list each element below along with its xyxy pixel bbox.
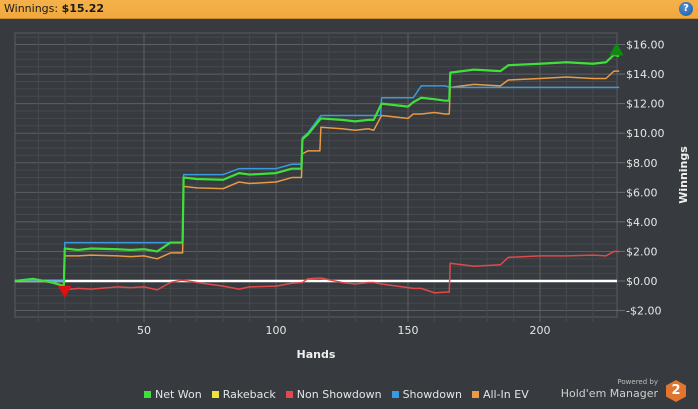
series-all-in-ev[interactable]: [14, 70, 620, 287]
min-marker-icon: [57, 285, 72, 298]
y-tick-label: $8.00: [626, 157, 658, 170]
y-tick-label: $0.00: [626, 275, 658, 288]
legend-item-non-showdown[interactable]: Non Showdown: [285, 388, 382, 401]
y-axis-title: Winnings: [677, 146, 690, 204]
legend-label: Rakeback: [222, 388, 276, 401]
hm2-logo-icon: 2: [666, 380, 686, 402]
help-icon[interactable]: ?: [679, 2, 693, 16]
powered-by-text: Powered by: [617, 378, 658, 386]
x-tick-label: 200: [530, 324, 551, 337]
x-tick-label: 50: [137, 324, 151, 337]
series-net-won[interactable]: [14, 53, 620, 287]
branding: Powered by Hold'em Manager 2: [560, 378, 686, 402]
legend-label: Showdown: [402, 388, 462, 401]
chart-legend: Net Won Rakeback Non Showdown Showdown All-I…: [144, 388, 529, 401]
x-axis-title: Hands: [297, 348, 336, 361]
y-tick-label: -$2.00: [626, 305, 661, 318]
legend-item-rakeback[interactable]: Rakeback: [211, 388, 276, 401]
legend-label: Non Showdown: [296, 388, 382, 401]
legend-item-all-in-ev[interactable]: All-In EV: [471, 388, 529, 401]
y-tick-label: $10.00: [626, 127, 665, 140]
x-tick-label: 100: [266, 324, 287, 337]
y-tick-label: $4.00: [626, 216, 658, 229]
plot-area: [14, 32, 618, 318]
legend-swatch-icon: [471, 391, 479, 398]
winnings-title: Winnings: $15.22: [4, 2, 104, 15]
y-tick-label: $14.00: [626, 68, 665, 81]
winnings-value: $15.22: [61, 2, 105, 15]
max-marker-icon: [609, 42, 624, 56]
title-bar: Winnings: $15.22 ?: [0, 0, 698, 19]
legend-swatch-icon: [211, 391, 219, 398]
legend-swatch-icon: [391, 391, 399, 398]
legend-item-showdown[interactable]: Showdown: [391, 388, 462, 401]
y-tick-label: $6.00: [626, 186, 658, 199]
y-tick-label: $2.00: [626, 245, 658, 258]
series-showdown[interactable]: [14, 85, 620, 282]
y-tick-label: $16.00: [626, 39, 665, 52]
legend-swatch-icon: [144, 391, 151, 398]
y-tick-label: $12.00: [626, 98, 665, 111]
legend-label: All-In EV: [482, 388, 529, 401]
legend-label: Net Won: [155, 388, 202, 401]
winnings-chart: $16.00 $14.00 $12.00 $10.00 $8.00 $6.00 $4.00 $…: [14, 32, 690, 361]
legend-item-net-won[interactable]: Net Won: [144, 388, 202, 401]
winnings-label: Winnings:: [4, 2, 59, 15]
product-name: Hold'em Manager: [560, 387, 658, 400]
legend-swatch-icon: [285, 391, 293, 398]
series-non-showdown[interactable]: [14, 250, 620, 294]
x-tick-label: 150: [398, 324, 419, 337]
